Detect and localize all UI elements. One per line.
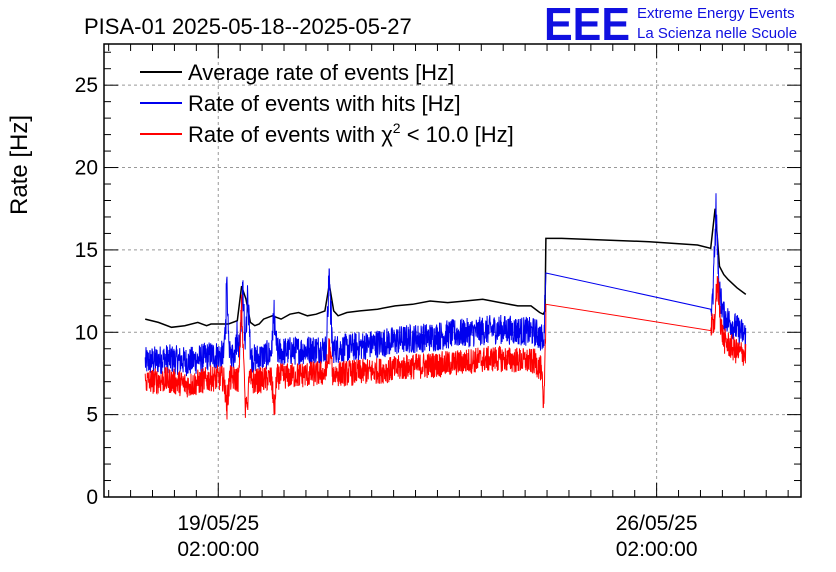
y-tick-label-0: 0 xyxy=(86,486,98,509)
x-tick-label-time-0: 02:00:00 xyxy=(177,538,259,561)
x-axis: 19/05/25 02:00:00 26/05/25 02:00:00 xyxy=(108,44,789,561)
legend-label-chi2: Rate of events with χ2 < 10.0 [Hz] xyxy=(188,120,514,147)
plot-border xyxy=(103,43,802,498)
x-tick-label-date-1: 26/05/25 xyxy=(616,512,698,535)
y-axis-label: Rate [Hz] xyxy=(6,115,33,215)
eee-logo: EEE Extreme Energy Events La Scienza nel… xyxy=(544,0,797,50)
chart-title: PISA-01 2025-05-18--2025-05-27 xyxy=(84,14,412,39)
logo-line-1: Extreme Energy Events xyxy=(637,5,795,22)
y-tick-label-5: 25 xyxy=(75,74,98,97)
series-line-hits xyxy=(144,193,747,377)
y-tick-label-4: 20 xyxy=(75,157,98,180)
y-tick-label-2: 10 xyxy=(75,321,98,344)
x-tick-label-date-0: 19/05/25 xyxy=(177,512,259,535)
logo-letters: EEE xyxy=(544,0,630,50)
series-lines xyxy=(144,193,747,420)
y-tick-label-1: 5 xyxy=(86,404,98,427)
x-tick-label-time-1: 02:00:00 xyxy=(616,538,698,561)
series-line-chi2 xyxy=(144,275,747,420)
plot-frame xyxy=(103,43,802,498)
legend: Average rate of events [Hz] Rate of even… xyxy=(140,60,514,147)
legend-label-average: Average rate of events [Hz] xyxy=(188,60,454,85)
y-axis: 0 5 10 15 20 25 xyxy=(75,51,801,509)
y-tick-label-3: 15 xyxy=(75,239,98,262)
legend-label-hits: Rate of events with hits [Hz] xyxy=(188,91,461,116)
series-line-average xyxy=(145,208,747,329)
logo-line-2: La Scienza nelle Scuole xyxy=(637,25,797,42)
